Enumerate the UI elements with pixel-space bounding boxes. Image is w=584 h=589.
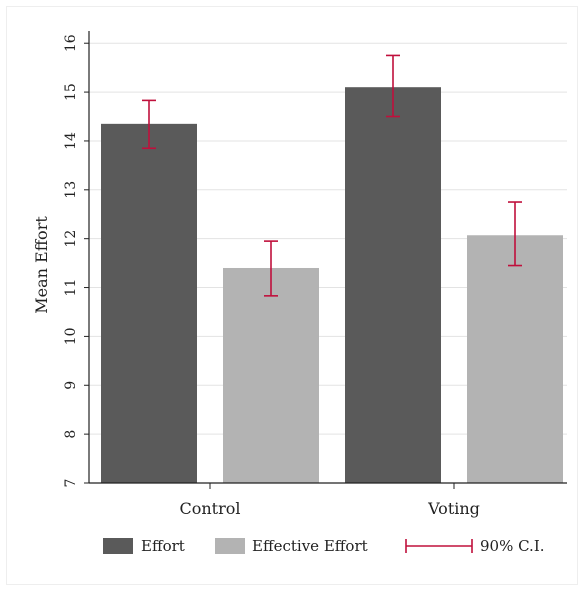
- y-tick-label: 11: [63, 279, 79, 297]
- legend: Effort Effective Effort 90% C.I.: [103, 537, 545, 555]
- y-tick-label: 14: [63, 132, 79, 150]
- error-bar: [264, 240, 278, 297]
- y-axis-title: Mean Effort: [32, 216, 51, 314]
- y-tick-label: 7: [63, 479, 79, 488]
- chart-panel: 7 8 9 10 11 12 13 14 15 16 Control Voting Mean Eff…: [6, 6, 578, 585]
- error-bar: [508, 201, 522, 267]
- x-tick-label: Control: [179, 499, 240, 518]
- legend-ci-marker: [405, 539, 473, 553]
- legend-label-effort: Effort: [141, 537, 185, 555]
- legend-label-ci: 90% C.I.: [480, 537, 545, 555]
- bar-chart: 7 8 9 10 11 12 13 14 15 16 Control Voting Mean Eff…: [32, 31, 567, 555]
- y-tick-label: 15: [63, 83, 79, 101]
- confidence-intervals: [142, 54, 522, 297]
- y-tick-label: 16: [63, 34, 79, 52]
- y-tick-label: 8: [63, 430, 79, 439]
- error-bar: [142, 99, 156, 150]
- bar-effort: [101, 123, 197, 483]
- x-tick-label: Voting: [427, 499, 480, 518]
- y-tick-label: 10: [63, 327, 79, 345]
- y-tick-label: 13: [63, 181, 79, 199]
- y-tick-label: 9: [63, 381, 79, 390]
- bar-effective-effort: [223, 267, 319, 483]
- bar-effective-effort: [467, 235, 563, 483]
- x-ticks: Control Voting: [179, 483, 480, 518]
- error-bar: [386, 54, 400, 118]
- legend-swatch-effort: [103, 538, 133, 554]
- legend-label-effective-effort: Effective Effort: [252, 537, 368, 555]
- y-ticks: 7 8 9 10 11 12 13 14 15 16: [63, 34, 89, 487]
- bar-effort: [345, 87, 441, 484]
- bars: [101, 87, 563, 484]
- y-tick-label: 12: [63, 230, 79, 248]
- axes: [88, 31, 567, 484]
- legend-swatch-effective-effort: [215, 538, 245, 554]
